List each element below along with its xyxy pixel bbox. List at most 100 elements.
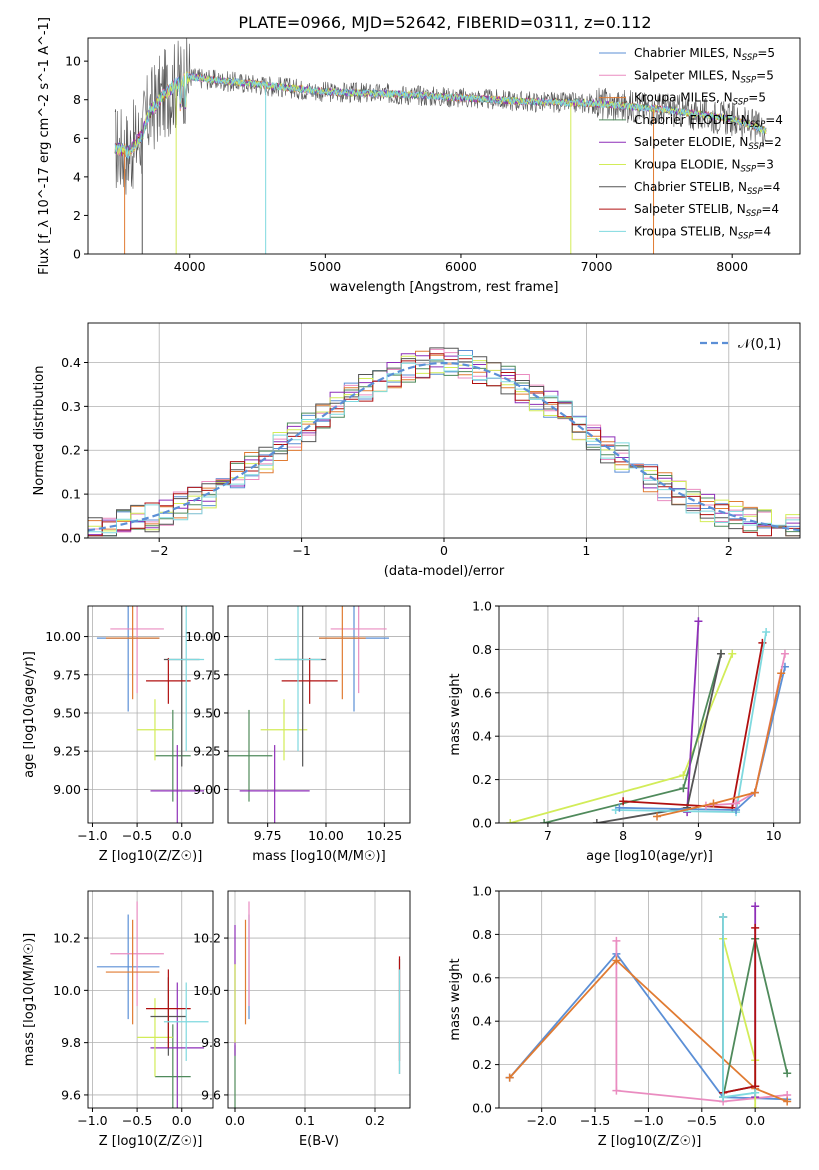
y-tick-label: 9.6 bbox=[61, 1087, 81, 1102]
x-tick-label: −0.5 bbox=[687, 1113, 717, 1128]
legend-subscript: SSP bbox=[738, 231, 754, 241]
x-tick-label: −1.0 bbox=[77, 1113, 107, 1128]
axes: −2.0 −1.5 −1.0 −0.5 0.0 0.0 0.2 0.4 0.6 0.8 1.0 Z [… bbox=[448, 884, 801, 1149]
y-tick-label: 10.2 bbox=[53, 931, 81, 946]
spectrum-line-chabrier_stelib bbox=[114, 38, 767, 195]
x-axis-label: Z [log10(Z/Z☉)] bbox=[598, 1134, 702, 1149]
y-tick-label: 2 bbox=[73, 208, 81, 223]
x-tick-label: 0.2 bbox=[365, 1113, 385, 1128]
x-tick-label: 0.1 bbox=[295, 1113, 315, 1128]
legend-value: =4 bbox=[763, 180, 781, 194]
x-axis-label: (data-model)/error bbox=[384, 564, 505, 579]
weight-marker-salpeter_elodie bbox=[694, 617, 703, 626]
x-tick-label: 10 bbox=[766, 828, 782, 843]
y-tick-label: 9.00 bbox=[53, 782, 81, 797]
y-tick-label: 0 bbox=[73, 247, 81, 262]
x-tick-label: 9.75 bbox=[254, 828, 282, 843]
weight-marker-salpeter_stelib bbox=[751, 923, 760, 932]
y-tick-label: 0.4 bbox=[61, 355, 81, 370]
y-tick-label: 10.0 bbox=[193, 983, 221, 998]
weight-line-salpeter_stelib bbox=[722, 927, 757, 1094]
weight-marker-chabrier_elodie bbox=[783, 1069, 792, 1078]
axes: 9.75 10.00 10.25 9.00 9.25 9.50 9.75 10.00 mass … bbox=[185, 605, 411, 864]
legend-label-normal: 𝒩(0,1) bbox=[738, 337, 781, 352]
weight-marker-kroupa_miles bbox=[750, 788, 759, 797]
y-axis-label: mass [log10(M/M☉)] bbox=[22, 933, 37, 1066]
plot-area bbox=[114, 38, 767, 254]
axes: 0.0 0.1 0.2 9.6 9.8 10.0 10.2 E(B-V) bbox=[193, 890, 411, 1149]
x-tick-label: −2.0 bbox=[527, 1113, 557, 1128]
y-axis-label: Flux [f_λ 10^-17 erg cm^-2 s^-1 A^-1] bbox=[37, 17, 52, 275]
y-tick-label: 8 bbox=[73, 92, 81, 107]
weight-line-kroupa_miles bbox=[656, 673, 783, 818]
x-tick-label: 7 bbox=[544, 828, 552, 843]
y-tick-label: 1.0 bbox=[472, 884, 492, 899]
weight-marker-chabrier_miles bbox=[615, 803, 624, 812]
legend-value: =4 bbox=[754, 224, 772, 238]
legend-label-salpeter_elodie: Salpeter ELODIE, NSSP=2 bbox=[634, 135, 782, 152]
x-axis-label: Z [log10(Z/Z☉)] bbox=[99, 1134, 203, 1149]
y-tick-label: 9.25 bbox=[53, 744, 81, 759]
y-tick-label: 0.8 bbox=[472, 642, 492, 657]
plot-area bbox=[506, 617, 789, 823]
y-tick-label: 0.3 bbox=[61, 399, 81, 414]
legend-label-kroupa_miles: Kroupa MILES, NSSP=5 bbox=[634, 91, 766, 108]
y-tick-label: 0.4 bbox=[472, 729, 492, 744]
weight-marker-kroupa_miles bbox=[783, 1097, 792, 1106]
weight-marker-salpeter_miles bbox=[732, 799, 741, 808]
axes: 7 8 9 10 0.0 0.2 0.4 0.6 0.8 1.0 age [log10(age/yr… bbox=[448, 599, 801, 864]
weight-line-salpeter_miles bbox=[705, 653, 786, 807]
legend-label-salpeter_stelib: Salpeter STELIB, NSSP=4 bbox=[634, 202, 779, 219]
y-tick-label: 10.2 bbox=[193, 931, 221, 946]
weight-line-salpeter_elodie bbox=[686, 621, 700, 813]
x-tick-label: 8000 bbox=[716, 259, 748, 274]
legend-label-kroupa_stelib: Kroupa STELIB, NSSP=4 bbox=[634, 224, 771, 241]
legend-subscript: SSP bbox=[750, 120, 766, 130]
weight-marker-chabrier_stelib bbox=[716, 649, 725, 658]
weight-marker-salpeter_miles bbox=[612, 1086, 621, 1095]
histogram-step-salpeter_stelib bbox=[88, 353, 800, 537]
axes: −2 −1 0 1 2 0.0 0.1 0.2 0.3 0.4 (data-model)/error… bbox=[32, 322, 801, 579]
weight-marker-kroupa_elodie bbox=[751, 1104, 760, 1108]
axes: −1.0 −0.5 0.0 9.6 9.8 10.0 10.2 Z [log10(Z/Z☉)]… bbox=[22, 890, 214, 1149]
x-tick-label: −1 bbox=[292, 543, 310, 558]
legend-value: =5 bbox=[748, 91, 766, 105]
weight-marker-chabrier_elodie bbox=[540, 819, 549, 823]
weight-marker-kroupa_miles bbox=[777, 669, 786, 678]
y-tick-label: 9.00 bbox=[193, 782, 221, 797]
legend-subscript: SSP bbox=[742, 53, 758, 63]
weight-line-kroupa_stelib bbox=[615, 631, 767, 814]
legend-label-salpeter_miles: Salpeter MILES, NSSP=5 bbox=[634, 68, 774, 85]
y-tick-label: 0.2 bbox=[61, 443, 81, 458]
y-tick-label: 9.8 bbox=[61, 1035, 81, 1050]
legend-subscript: SSP bbox=[741, 165, 757, 175]
y-tick-label: 9.6 bbox=[201, 1087, 221, 1102]
legend-label-chabrier_stelib: Chabrier STELIB, NSSP=4 bbox=[634, 180, 780, 197]
x-axis-label: Z [log10(Z/Z☉)] bbox=[99, 849, 203, 864]
legend-subscript: SSP bbox=[748, 142, 764, 152]
weight-marker-salpeter_miles bbox=[780, 649, 789, 658]
x-tick-label: 0.0 bbox=[745, 1113, 765, 1128]
axes-frame bbox=[227, 605, 411, 824]
mass-vs-ebv-panel: 0.0 0.1 0.2 9.6 9.8 10.0 10.2 E(B-V) bbox=[193, 890, 411, 1149]
y-tick-label: 9.8 bbox=[201, 1035, 221, 1050]
figure-title: PLATE=0966, MJD=52642, FIBERID=0311, z=0… bbox=[238, 13, 651, 32]
x-tick-label: 6000 bbox=[445, 259, 477, 274]
legend-value: =4 bbox=[761, 202, 779, 216]
spectrum-line-kroupa_stelib bbox=[114, 72, 767, 160]
y-tick-label: 0.6 bbox=[472, 685, 492, 700]
weight-marker-kroupa_stelib bbox=[762, 628, 771, 637]
y-tick-label: 0.1 bbox=[61, 487, 81, 502]
plot-area bbox=[96, 606, 205, 823]
mass-vs-Z-panel: −1.0 −0.5 0.0 9.6 9.8 10.0 10.2 Z [log10(Z/Z☉)]… bbox=[22, 890, 214, 1149]
plot-area bbox=[88, 347, 800, 537]
legend-subscript: SSP bbox=[747, 187, 763, 197]
legend-label-chabrier_elodie: Chabrier ELODIE, NSSP=4 bbox=[634, 113, 783, 130]
weight-marker-kroupa_stelib bbox=[719, 1093, 728, 1102]
spectrum-panel: 4000 5000 6000 7000 8000 0 2 4 6 8 10 wavelength [A… bbox=[37, 17, 801, 295]
weight-line-chabrier_stelib bbox=[722, 917, 756, 1094]
weight-marker-kroupa_stelib bbox=[751, 1088, 760, 1097]
x-tick-label: 0.0 bbox=[172, 1113, 192, 1128]
axes-frame bbox=[498, 890, 801, 1109]
weight-marker-kroupa_elodie bbox=[679, 771, 688, 780]
